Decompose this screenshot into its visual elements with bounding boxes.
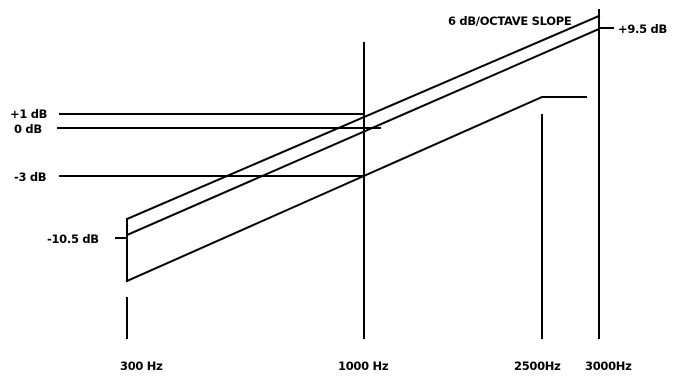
label-plus-9-5db: +9.5 dB [618,22,667,36]
label-0db: 0 dB [14,122,42,136]
label-minus-3db: -3 dB [14,170,46,184]
label-minus-10-5db: -10.5 dB [47,232,99,246]
label-3000hz: 3000Hz [585,359,632,373]
label-300hz: 300 Hz [120,359,163,373]
nominal-response-line [125,27,601,237]
upper-tolerance-line [125,14,601,221]
lower-tolerance-line [125,96,587,283]
label-1000hz: 1000 Hz [338,359,389,373]
label-plus-1db: +1 dB [10,107,47,121]
diagram-title: 6 dB/OCTAVE SLOPE [448,14,572,28]
label-2500hz: 2500Hz [514,359,561,373]
